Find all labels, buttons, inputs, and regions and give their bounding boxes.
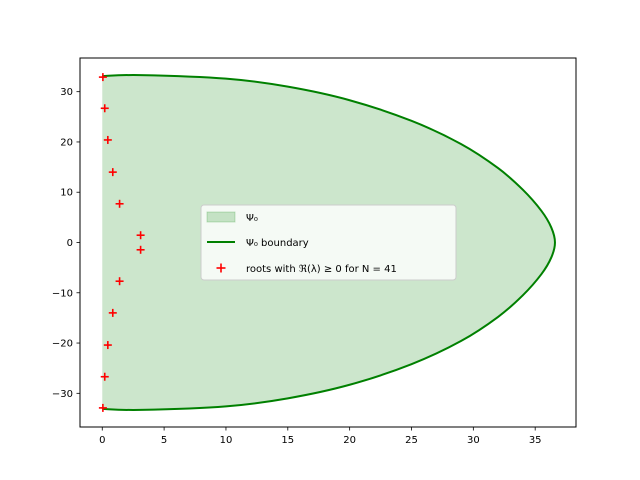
roots-markers <box>98 73 145 412</box>
root-marker <box>115 199 124 208</box>
x-tick-label: 10 <box>220 435 233 446</box>
legend-swatch-region <box>206 211 236 223</box>
root-marker <box>108 168 117 177</box>
x-tick-label: 0 <box>99 435 105 446</box>
x-tick-label: 30 <box>467 435 480 446</box>
y-tick-label: −20 <box>52 339 73 350</box>
legend-swatch-roots <box>216 263 226 273</box>
x-tick-label: 25 <box>405 435 418 446</box>
psi0-boundary-line <box>102 74 556 411</box>
root-marker <box>136 245 145 254</box>
x-axis: 0 5 10 15 20 25 30 35 <box>99 427 542 446</box>
x-tick-label: 15 <box>281 435 294 446</box>
legend-label-boundary: Ψ₀ boundary <box>246 238 309 249</box>
root-marker <box>136 231 145 240</box>
y-axis: −30 −20 −10 0 10 20 30 <box>52 87 80 400</box>
root-marker <box>100 372 109 381</box>
x-tick-label: 20 <box>343 435 356 446</box>
y-tick-label: −10 <box>52 288 73 299</box>
root-marker <box>115 277 124 286</box>
legend-label-roots: roots with ℜ(λ) ≥ 0 for N = 41 <box>246 264 397 275</box>
x-tick-label: 5 <box>161 435 167 446</box>
y-tick-label: 10 <box>60 188 73 199</box>
root-marker <box>103 135 112 144</box>
root-marker <box>100 104 109 113</box>
y-tick-label: 30 <box>60 87 73 98</box>
legend: Ψ₀ Ψ₀ boundary roots with ℜ(λ) ≥ 0 for N… <box>200 204 457 281</box>
root-marker <box>98 73 107 82</box>
root-marker <box>98 403 107 412</box>
y-tick-label: 0 <box>67 238 73 249</box>
y-tick-label: −30 <box>52 389 73 400</box>
legend-label-region: Ψ₀ <box>246 213 258 224</box>
legend-box <box>200 204 457 281</box>
y-tick-label: 20 <box>60 137 73 148</box>
root-marker <box>103 341 112 350</box>
root-marker <box>108 308 117 317</box>
x-tick-label: 35 <box>529 435 542 446</box>
